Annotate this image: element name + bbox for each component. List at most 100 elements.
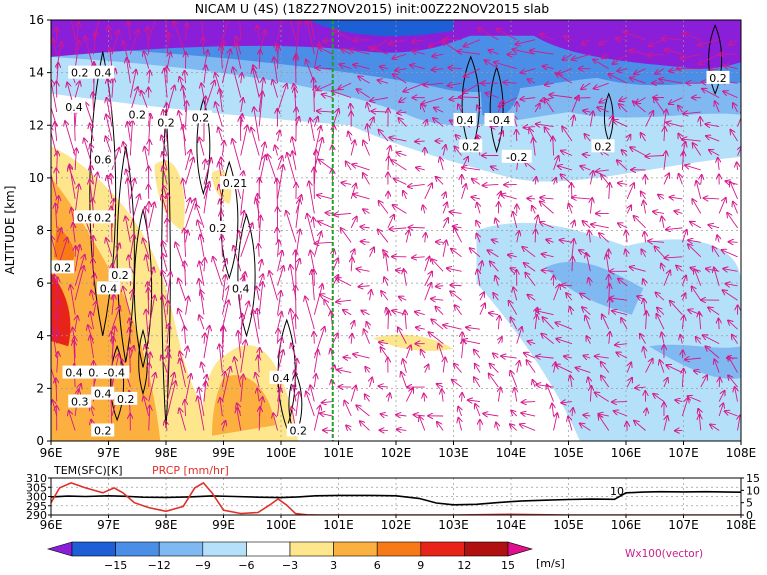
timeseries-x-tick-label: 100E [266,518,297,532]
contour-label-text: 0.2 [111,269,129,282]
x-tick-label: 107E [668,446,699,460]
contour-label: 0.2 [91,210,115,224]
contour-label-text: 0.2 [709,72,727,85]
contour-label: 0.4 [97,281,120,295]
contour-label-text: 0.6 [77,211,95,224]
colorbar: −15 −12 −9 −6 −3 3 6 9 12 15 [46,541,534,572]
colorbar-tick-label: −12 [148,559,171,572]
contour-label: 0.4 [453,112,477,127]
contour-label: 0.2 [189,110,212,124]
precipitation-label: PRCP [mm/hr] [152,464,229,477]
contour-label-text: -0.2 [506,151,527,164]
contour-label-text: 0.2 [290,424,308,437]
colorbar-swatch [246,541,291,557]
x-tick-label: 108E [726,446,757,460]
contour-label: 0.2 [51,260,74,274]
contour-label-text: 0.2 [209,222,227,235]
wind-vectors [51,20,741,431]
timeseries-x-tick-label: 99E [212,518,235,532]
timeseries-x-tick-label: 96E [40,518,63,532]
colorbar-swatch [333,541,378,557]
timeseries-x-ticks: 96E 97E 98E 99E 100E 101E 102E 103E 104E 105E 106E… [40,515,757,532]
contour-label-text: 0.2 [94,424,112,437]
contour-label: -0.4 [99,365,130,380]
contour-label: 0.6 [91,152,115,166]
y-tick-label: 4 [36,329,44,343]
timeseries-x-tick-label: 107E [668,518,699,532]
x-tick-label: 101E [323,446,354,460]
colorbar-tick-label: −6 [238,559,254,572]
contour-label: 0.2 [706,70,730,85]
contour-label-text: 0.21 [223,177,248,190]
contour-label: 0.2 [125,107,149,122]
contour-label: 0.2 [68,65,92,80]
contour-label: 0.4 [62,99,86,114]
contour-label: 0.21 [220,176,250,190]
y-tick-label: 12 [29,118,44,132]
y-axis-label: ALTITUDE [km] [3,186,17,275]
colorbar-swatch [464,541,509,557]
temperature-tick-label: 295 [26,500,47,513]
contour-label-text: 0.2 [94,211,112,224]
precipitation-tick-label: 0 [746,509,753,522]
y-tick-label: 6 [36,276,44,290]
contour-label-text: 0.2 [117,393,135,406]
x-tick-label: 104E [496,446,527,460]
contour-label: 0.3 [68,394,92,409]
colorbar-tick-label: 15 [501,559,515,572]
temperature-tick-label: 310 [26,472,47,485]
contour-label-text: 0.4 [232,282,250,295]
contour-label-text: 0.2 [594,140,612,153]
timeseries-x-tick-label: 108E [726,518,757,532]
temperature-label: TEM(SFC)[K] [53,464,123,477]
contour-label-text: 0.4 [65,367,83,380]
contour-label-text: 0.2 [54,261,72,274]
y-tick-label: 10 [29,171,44,185]
precipitation-tick-label: 5 [746,497,753,510]
y-tick-label: 2 [36,381,44,395]
contour-label: 0.2 [459,139,483,153]
timeseries-x-tick-label: 102E [381,518,412,532]
contour-label: 0.2 [108,268,132,282]
colorbar-tick-label: 9 [417,559,424,572]
cross-section-panel: 0.2 0.40.40.20.2 0.20.60.210.6 0.20.20.20.2… [3,13,757,460]
x-tick-label: 97E [97,446,120,460]
colorbar-swatch [420,541,465,557]
contour-label: 0.4 [269,370,293,385]
colorbar-swatch [376,541,422,557]
colorbar-cap-right [507,541,534,557]
x-tick-label: 106E [611,446,642,460]
y-tick-label: 8 [36,224,44,238]
timeseries-x-tick-label: 101E [323,518,354,532]
y-tick-label: 0 [36,434,44,448]
y-tick-label: 16 [29,13,44,27]
contour-label-text: 0.4 [272,372,290,385]
contour-label-text: 0.4 [94,388,112,401]
contour-label: 0.2 [91,423,115,437]
contour-label-text: 0.4 [94,67,112,80]
timeseries-x-tick-label: 103E [438,518,469,532]
timeseries-x-tick-label: 105E [553,518,584,532]
contour-label-text: -0.4 [104,367,125,380]
x-tick-label: 98E [155,446,178,460]
precipitation-line [51,481,741,515]
x-tick-label: 102E [381,446,412,460]
colorbar-cap-left [46,541,73,557]
contour-label: 0.4 [91,65,115,80]
surface-timeseries-panel: TEM(SFC)[K] PRCP [mm/hr] 10 310305300295… [26,464,760,532]
x-tick-label: 105E [553,446,584,460]
colorbar-swatch [71,541,116,557]
contour-label: 0.4 [62,365,86,380]
timeseries-annotation: 10 [610,485,624,498]
contour-label: 0.2 [154,115,178,130]
x-axis-ticks: 96E 97E 98E 99E 100E 101E 102E 103E 104E 105E 106E… [40,441,757,460]
colorbar-swatch [158,541,204,557]
contour-label: 0.2 [206,220,230,235]
x-tick-label: 103E [438,446,469,460]
temperature-line [51,490,741,506]
colorbar-tick-label: 6 [374,559,381,572]
contour-label: -0.4 [484,112,515,127]
